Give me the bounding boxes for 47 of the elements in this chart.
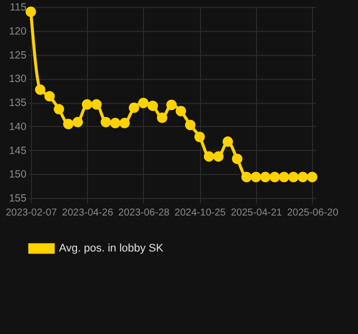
x-tick-label: 2023-04-26 — [62, 208, 114, 218]
point — [278, 172, 290, 182]
point — [34, 84, 46, 95]
point — [176, 106, 186, 116]
point — [269, 172, 280, 182]
x-tick-label: 2023-06-28 — [118, 208, 170, 218]
point — [148, 100, 158, 112]
point — [250, 172, 262, 182]
point — [298, 172, 308, 182]
x-tick-label: 2023-02-07 — [6, 208, 58, 218]
y-tick-label: 145 — [8, 144, 27, 157]
point — [260, 172, 271, 182]
point — [82, 99, 92, 110]
x-tick-label: 2025-06-20 — [287, 208, 339, 218]
point — [63, 118, 74, 130]
point — [91, 99, 102, 110]
point — [306, 172, 318, 182]
point — [204, 151, 214, 162]
point — [185, 120, 196, 130]
point — [138, 98, 149, 108]
point — [241, 172, 252, 182]
y-tick-label: 130 — [8, 73, 27, 86]
point — [100, 116, 112, 128]
point — [156, 112, 168, 124]
point — [119, 118, 130, 128]
point — [128, 102, 140, 113]
y-tick-label: 125 — [8, 49, 27, 62]
point — [194, 132, 205, 142]
y-tick-label: 140 — [8, 120, 27, 133]
y-tick-label: 115 — [10, 2, 27, 14]
point — [288, 172, 299, 182]
y-tick-label: 150 — [8, 168, 27, 181]
y-tick-label: 135 — [8, 97, 27, 109]
point — [166, 100, 177, 110]
y-tick-label: 155 — [8, 192, 27, 204]
x-tick-label: 2025-04-21 — [230, 208, 282, 218]
point — [26, 6, 36, 18]
legend-label: Avg. pos. in lobby SK — [59, 242, 164, 254]
point — [232, 154, 242, 164]
y-tick-label: 120 — [8, 25, 27, 38]
point — [213, 151, 224, 162]
point — [44, 91, 55, 102]
point — [110, 118, 120, 128]
point — [54, 104, 64, 114]
point — [222, 136, 234, 147]
x-tick-label: 2024-10-25 — [174, 208, 226, 218]
point — [72, 116, 83, 128]
